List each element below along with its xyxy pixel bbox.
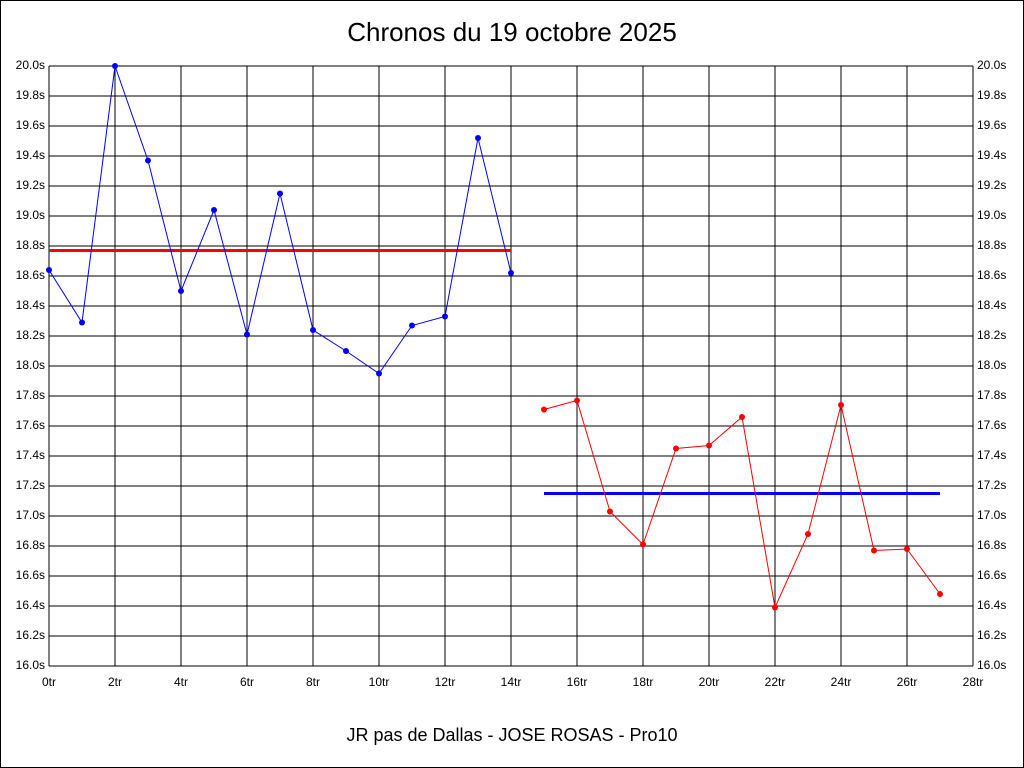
point	[904, 546, 910, 552]
y2-tick-label: 16.8s	[977, 538, 1006, 552]
x-tick-label: 20tr	[699, 675, 720, 689]
y-tick-label: 19.6s	[16, 118, 45, 132]
x-tick-label: 22tr	[765, 675, 786, 689]
y-tick-label: 18.6s	[16, 268, 45, 282]
y2-tick-label: 18.8s	[977, 238, 1006, 252]
y-tick-label: 17.2s	[16, 478, 45, 492]
point	[640, 541, 646, 548]
y2-tick-label: 18.2s	[977, 328, 1006, 342]
y2-tick-label: 16.6s	[977, 568, 1006, 582]
point	[673, 445, 679, 452]
x-tick-label: 26tr	[897, 675, 918, 689]
y-tick-label: 16.8s	[16, 538, 45, 552]
y-tick-label: 19.4s	[16, 148, 45, 162]
y2-tick-label: 19.8s	[977, 88, 1006, 102]
y2-tick-label: 17.6s	[977, 418, 1006, 432]
point	[145, 157, 151, 164]
point	[937, 591, 943, 597]
y-tick-label: 20.0s	[16, 58, 45, 72]
point	[706, 442, 712, 449]
x-tick-label: 18tr	[633, 675, 654, 689]
x-tick-label: 8tr	[306, 675, 320, 689]
y2-tick-label: 19.2s	[977, 178, 1006, 192]
y-tick-label: 17.0s	[16, 508, 45, 522]
point	[244, 331, 250, 338]
x-tick-label: 6tr	[240, 675, 254, 689]
y-tick-label: 17.6s	[16, 418, 45, 432]
point	[871, 547, 877, 554]
x-tick-label: 12tr	[435, 675, 456, 689]
y-tick-label: 16.4s	[16, 598, 45, 612]
point	[211, 207, 217, 213]
point	[574, 397, 580, 404]
point	[310, 327, 316, 333]
point	[409, 322, 415, 329]
point	[277, 190, 283, 197]
y-tick-label: 19.0s	[16, 208, 45, 222]
y-tick-label: 17.8s	[16, 388, 45, 402]
point	[838, 402, 844, 408]
point	[541, 406, 547, 413]
point	[805, 531, 811, 537]
y-tick-label: 18.4s	[16, 298, 45, 312]
chart-title: Chronos du 19 octobre 2025	[347, 17, 677, 47]
x-tick-label: 16tr	[567, 675, 588, 689]
x-tick-label: 24tr	[831, 675, 852, 689]
point	[772, 604, 778, 611]
y-tick-label: 18.2s	[16, 328, 45, 342]
y2-tick-label: 18.4s	[977, 298, 1006, 312]
y2-tick-label: 18.6s	[977, 268, 1006, 282]
y2-tick-label: 16.2s	[977, 628, 1006, 642]
y2-tick-label: 19.4s	[977, 148, 1006, 162]
point	[475, 135, 481, 141]
point	[607, 508, 613, 515]
y-tick-label: 18.8s	[16, 238, 45, 252]
chart-subtitle: JR pas de Dallas - JOSE ROSAS - Pro10	[346, 725, 677, 745]
y-tick-label: 19.8s	[16, 88, 45, 102]
point	[178, 288, 184, 294]
y2-tick-label: 16.4s	[977, 598, 1006, 612]
y-tick-label: 17.4s	[16, 448, 45, 462]
y2-tick-label: 19.0s	[977, 208, 1006, 222]
x-tick-label: 0tr	[42, 675, 56, 689]
y-tick-label: 16.2s	[16, 628, 45, 642]
x-tick-label: 10tr	[369, 675, 390, 689]
point	[739, 414, 745, 420]
y-tick-label: 16.6s	[16, 568, 45, 582]
x-tick-label: 28tr	[963, 675, 984, 689]
y2-tick-label: 19.6s	[977, 118, 1006, 132]
point	[46, 267, 52, 273]
y-tick-label: 18.0s	[16, 358, 45, 372]
y2-tick-label: 20.0s	[977, 58, 1006, 72]
x-tick-label: 14tr	[501, 675, 522, 689]
x-tick-label: 2tr	[108, 675, 122, 689]
point	[112, 63, 118, 69]
y2-tick-label: 18.0s	[977, 358, 1006, 372]
point	[79, 319, 85, 326]
point	[343, 348, 349, 354]
point	[442, 313, 448, 320]
y-tick-label: 19.2s	[16, 178, 45, 192]
point	[376, 370, 382, 377]
y2-tick-label: 17.4s	[977, 448, 1006, 462]
x-tick-label: 4tr	[174, 675, 188, 689]
y-tick-label: 16.0s	[16, 658, 45, 672]
y2-tick-label: 17.0s	[977, 508, 1006, 522]
y2-tick-label: 17.8s	[977, 388, 1006, 402]
y2-tick-label: 16.0s	[977, 658, 1006, 672]
y2-tick-label: 17.2s	[977, 478, 1006, 492]
point	[508, 270, 514, 276]
